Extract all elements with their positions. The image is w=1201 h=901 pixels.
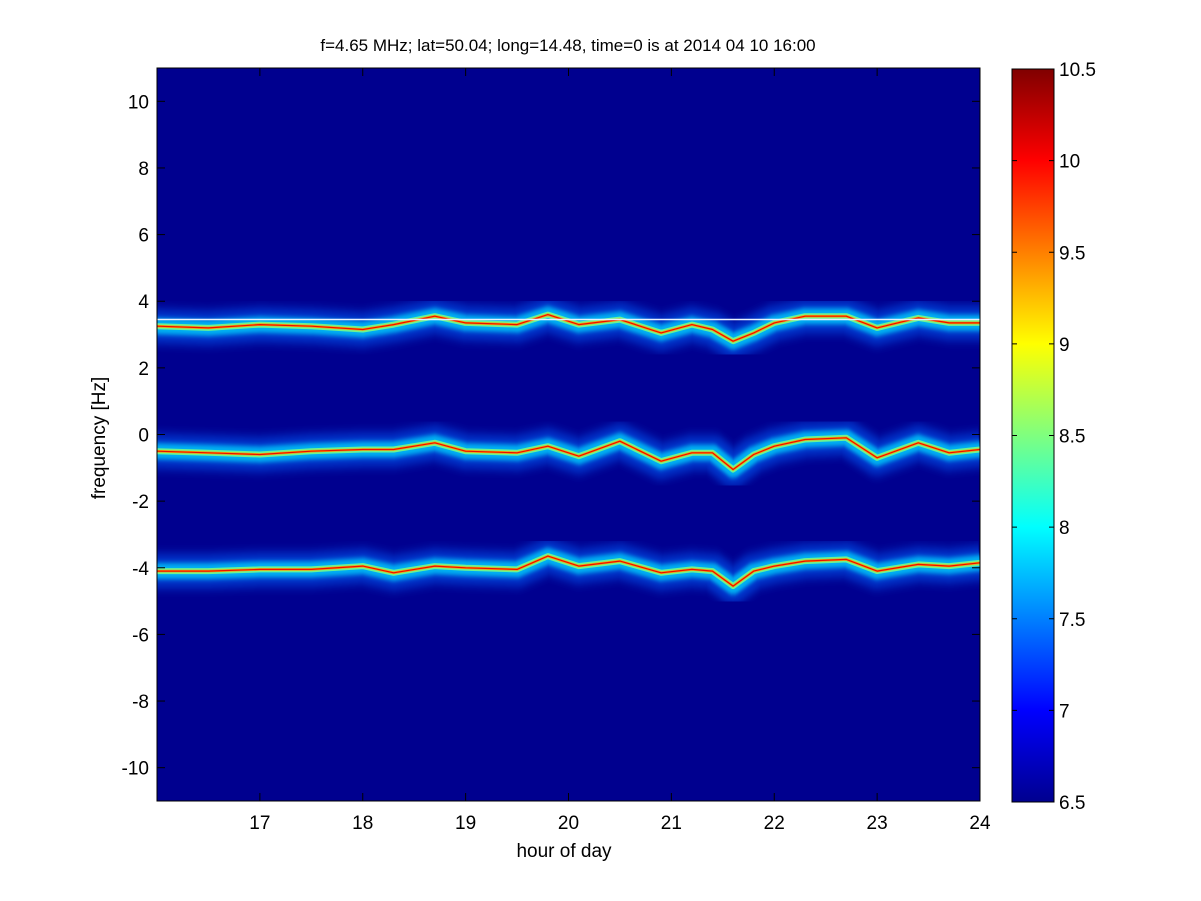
colorbar [1011,68,1055,803]
chart-title: f=4.65 MHz; lat=50.04; long=14.48, time=… [320,36,815,55]
x-tick-label: 22 [764,813,785,834]
colorbar-tick-label: 7.5 [1059,610,1085,631]
x-tick-label: 24 [969,813,991,834]
colorbar-tick-label: 6.5 [1059,793,1085,814]
y-tick-label: -2 [132,492,149,513]
trace-peak [157,555,980,587]
y-tick-label: -4 [132,559,149,580]
x-tick-label: 23 [867,813,888,834]
trace-peak [157,437,980,471]
colorbar-tick-label: 10.5 [1059,60,1096,81]
colorbar-ticks: 10.5 10 9.5 9 8.5 8 7.5 7 6.5 [1012,60,1096,814]
y-axis-label: frequency [Hz] [89,377,110,500]
y-tick-label: 0 [138,426,149,447]
x-axis-label: hour of day [516,841,612,862]
colorbar-tick-label: 8.5 [1059,427,1085,448]
x-tick-label: 18 [352,813,373,834]
trace-layer [157,297,980,604]
trace-band-2 [157,420,980,487]
colorbar-tick-label: 10 [1059,152,1080,173]
trace-band-1 [157,297,980,359]
y-tick-label: 6 [138,226,149,247]
x-axis-ticks: 17 18 19 20 21 22 23 24 [249,68,991,834]
trace-band-3 [157,539,980,604]
y-tick-label: -10 [122,759,149,780]
y-tick-label: -6 [132,625,149,646]
colorbar-tick-label: 7 [1059,701,1070,722]
y-tick-label: 2 [138,359,149,380]
colorbar-tick-label: 9 [1059,335,1070,356]
y-tick-label: 4 [138,292,149,313]
x-tick-label: 17 [249,813,270,834]
x-tick-label: 20 [558,813,579,834]
colorbar-tick-label: 8 [1059,518,1070,539]
y-tick-label: -8 [132,692,149,713]
y-tick-label: 10 [128,92,149,113]
x-tick-label: 21 [661,813,682,834]
y-axis-ticks: 10 8 6 4 2 0 -2 -4 -6 -8 -10 [122,92,980,780]
trace-peak [157,314,980,342]
colorbar-tick-label: 9.5 [1059,243,1085,264]
x-tick-label: 19 [455,813,476,834]
y-tick-label: 8 [138,159,149,180]
